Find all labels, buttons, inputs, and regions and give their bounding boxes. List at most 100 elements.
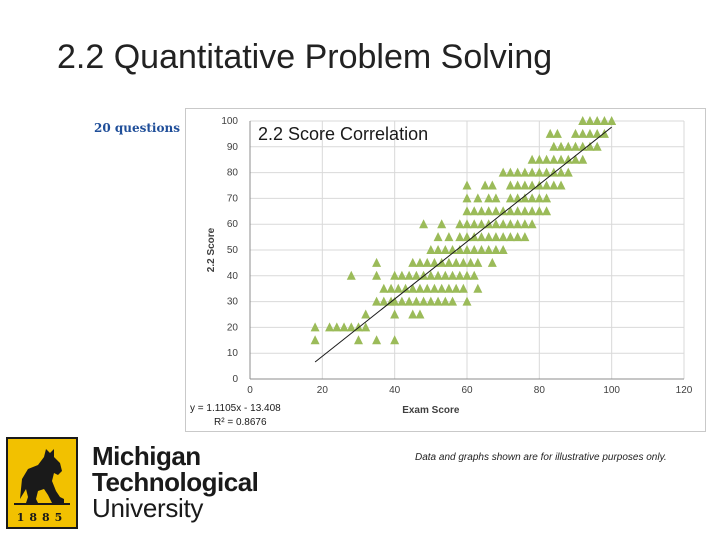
data-point (520, 206, 530, 216)
data-point (361, 309, 371, 319)
data-point (426, 245, 436, 254)
data-point (469, 232, 479, 242)
data-point (505, 180, 515, 190)
data-point (390, 335, 400, 345)
husky-icon (14, 449, 70, 505)
data-point (404, 296, 414, 306)
data-point (346, 270, 356, 280)
data-point (520, 219, 530, 229)
x-tick-label: 120 (676, 385, 693, 396)
data-point (458, 257, 468, 267)
data-point (520, 167, 530, 177)
data-point (408, 309, 418, 319)
data-point (437, 283, 447, 293)
data-point (542, 167, 552, 177)
data-point (505, 232, 515, 242)
data-points (310, 116, 617, 345)
data-point (527, 206, 537, 216)
data-point (455, 270, 465, 280)
data-point (401, 283, 411, 293)
data-point (473, 257, 483, 267)
data-point (404, 270, 414, 280)
data-point (571, 154, 580, 164)
data-point (426, 270, 436, 280)
data-point (505, 193, 515, 203)
chart-text: 0 10 20 30 40 50 60 70 80 90 100 0 20 40 60 80 100 120 2.2… (190, 116, 693, 428)
data-point (462, 193, 472, 203)
data-point (513, 219, 523, 229)
data-point (556, 167, 566, 177)
data-point (549, 141, 559, 151)
data-point (585, 128, 595, 138)
data-point (462, 245, 472, 254)
data-point (429, 283, 439, 293)
data-point (455, 245, 465, 254)
data-point (599, 116, 609, 125)
y-tick-label: 30 (227, 297, 239, 308)
y-tick-label: 50 (227, 245, 239, 256)
data-point (422, 257, 432, 267)
data-point (578, 116, 588, 125)
data-point (346, 322, 356, 332)
data-point (571, 141, 580, 151)
data-point (379, 296, 389, 306)
x-tick-label: 20 (317, 385, 329, 396)
data-point (444, 257, 454, 267)
data-point (578, 154, 588, 164)
data-point (473, 193, 483, 203)
data-point (476, 206, 486, 216)
data-point (429, 257, 439, 267)
data-point (455, 219, 465, 229)
data-point (372, 270, 382, 280)
data-point (592, 141, 602, 151)
data-point (571, 128, 580, 138)
data-point (513, 232, 523, 242)
data-point (361, 322, 371, 332)
data-point (426, 296, 436, 306)
data-point (419, 219, 429, 229)
chart-title: 2.2 Score Correlation (258, 124, 428, 144)
data-point (393, 283, 403, 293)
trendline (314, 126, 612, 363)
data-point (372, 296, 382, 306)
data-point (379, 283, 389, 293)
data-point (491, 245, 501, 254)
data-point (310, 335, 320, 345)
data-point (542, 206, 552, 216)
x-tick-label: 60 (461, 385, 473, 396)
data-point (451, 283, 461, 293)
data-point (455, 232, 465, 242)
data-point (542, 193, 552, 203)
data-point (411, 296, 421, 306)
founding-year: 1885 (16, 511, 68, 524)
data-point (444, 232, 454, 242)
data-point (491, 206, 501, 216)
data-point (480, 180, 490, 190)
data-point (592, 128, 602, 138)
data-point (408, 257, 418, 267)
data-point (469, 245, 479, 254)
data-point (433, 245, 443, 254)
data-point (527, 167, 537, 177)
data-point (444, 283, 454, 293)
data-point (549, 154, 559, 164)
data-point (440, 296, 450, 306)
y-tick-label: 80 (227, 168, 239, 179)
x-tick-label: 40 (389, 385, 401, 396)
data-point (505, 167, 515, 177)
data-point (549, 180, 559, 190)
data-point (466, 257, 476, 267)
x-axis-label: Exam Score (402, 405, 460, 416)
y-tick-label: 100 (221, 116, 238, 127)
y-tick-label: 90 (227, 142, 239, 153)
data-point (372, 257, 382, 267)
data-point (484, 232, 494, 242)
data-point (545, 128, 555, 138)
data-point (473, 283, 483, 293)
data-point (469, 270, 479, 280)
data-point (390, 270, 400, 280)
data-point (433, 296, 443, 306)
data-point (462, 180, 472, 190)
data-point (386, 283, 396, 293)
data-point (527, 180, 537, 190)
